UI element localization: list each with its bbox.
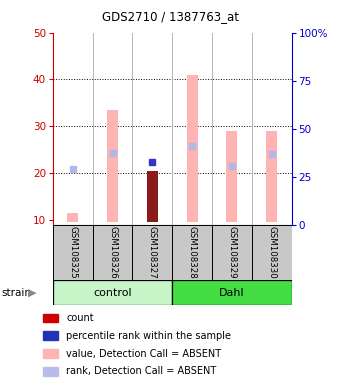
Bar bbox=[107, 110, 118, 222]
Bar bbox=[187, 75, 198, 222]
Text: control: control bbox=[93, 288, 132, 298]
Text: GSM108329: GSM108329 bbox=[227, 226, 236, 279]
Text: GSM108325: GSM108325 bbox=[68, 226, 77, 279]
Text: value, Detection Call = ABSENT: value, Detection Call = ABSENT bbox=[66, 349, 222, 359]
Text: count: count bbox=[66, 313, 94, 323]
Text: ▶: ▶ bbox=[28, 288, 36, 298]
Text: GSM108326: GSM108326 bbox=[108, 226, 117, 279]
Text: Dahl: Dahl bbox=[219, 288, 245, 298]
Bar bbox=[43, 349, 58, 358]
Text: GSM108328: GSM108328 bbox=[188, 226, 197, 279]
Text: rank, Detection Call = ABSENT: rank, Detection Call = ABSENT bbox=[66, 366, 217, 376]
Bar bbox=[53, 280, 172, 305]
Bar bbox=[43, 314, 58, 322]
Bar bbox=[93, 225, 132, 280]
Bar bbox=[43, 331, 58, 340]
Bar bbox=[132, 225, 172, 280]
Bar bbox=[43, 367, 58, 376]
Bar bbox=[53, 225, 93, 280]
Bar bbox=[266, 131, 277, 222]
Text: strain: strain bbox=[2, 288, 32, 298]
Bar bbox=[67, 213, 78, 222]
Text: GSM108330: GSM108330 bbox=[267, 226, 276, 279]
Text: GDS2710 / 1387763_at: GDS2710 / 1387763_at bbox=[102, 10, 239, 23]
Bar bbox=[212, 225, 252, 280]
Bar bbox=[147, 171, 158, 222]
Text: percentile rank within the sample: percentile rank within the sample bbox=[66, 331, 232, 341]
Bar bbox=[172, 225, 212, 280]
Text: GSM108327: GSM108327 bbox=[148, 226, 157, 279]
Bar bbox=[226, 131, 237, 222]
Bar bbox=[172, 280, 292, 305]
Bar bbox=[252, 225, 292, 280]
